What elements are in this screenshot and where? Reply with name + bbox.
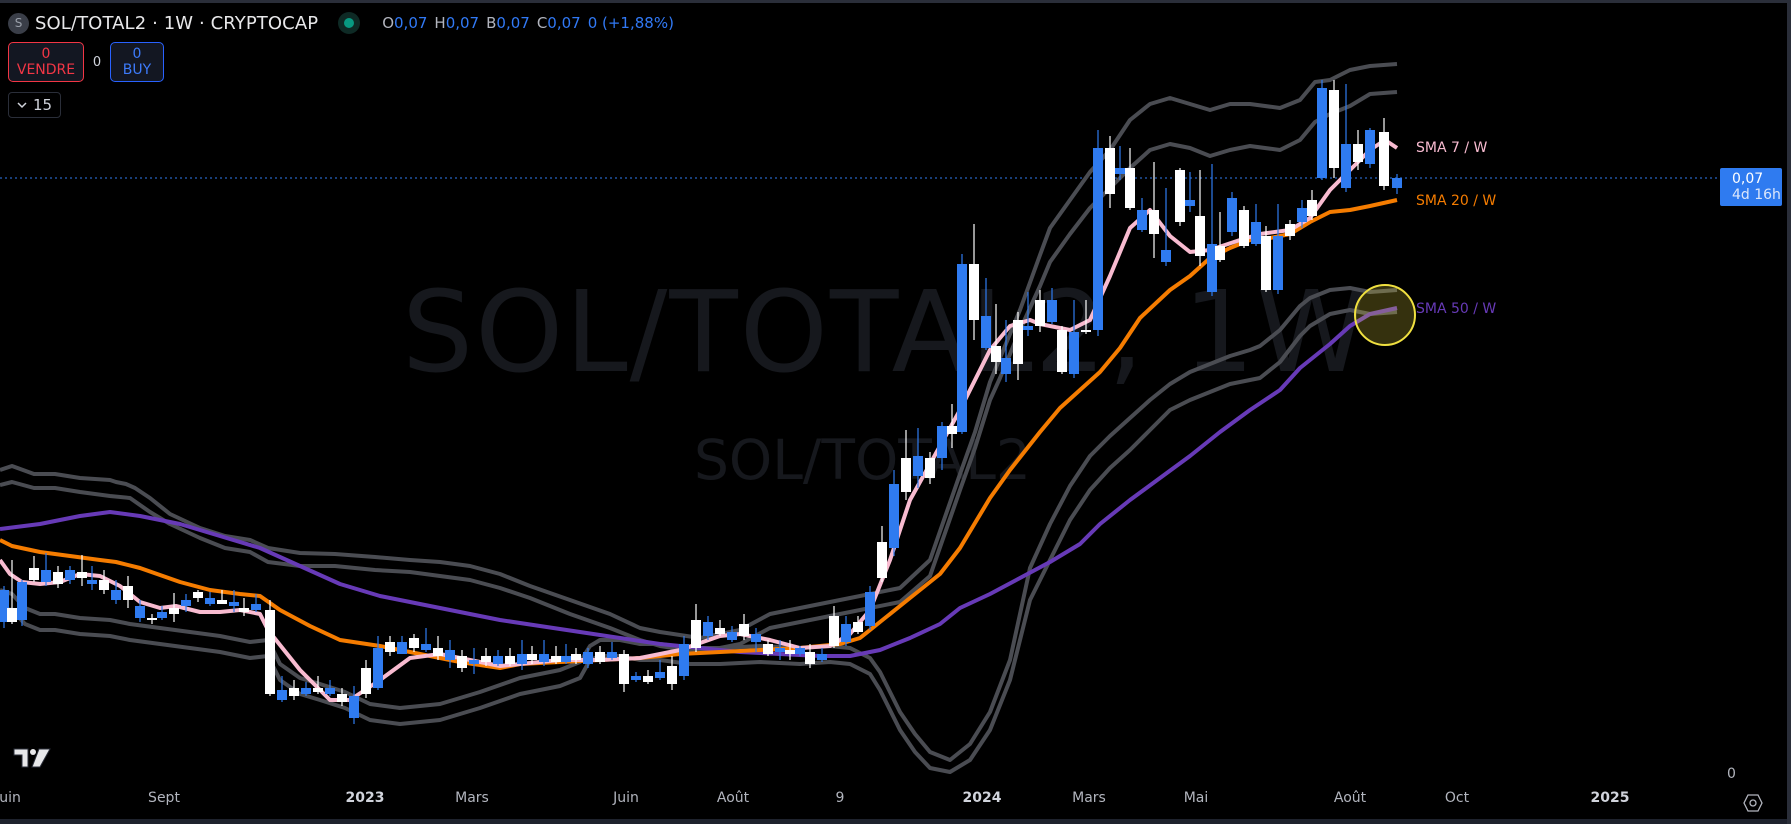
indicators-count: 15 (33, 96, 53, 114)
right-border (1787, 0, 1791, 824)
trade-panel: 0 VENDRE 0 0 BUY (8, 42, 164, 82)
xaxis-label: Mars (1072, 790, 1106, 806)
sell-label: VENDRE (16, 62, 76, 78)
bollinger-bands (0, 62, 1398, 774)
top-border (0, 0, 1791, 3)
xaxis-label: Juin (0, 790, 21, 806)
xaxis-label: Juin (613, 790, 639, 806)
sma7-line (0, 138, 1399, 702)
buy-price: 0 (132, 46, 142, 62)
last-price-tag: 0,07 4d 16h (1720, 168, 1782, 206)
buy-button[interactable]: 0 BUY (110, 42, 164, 82)
sell-button[interactable]: 0 VENDRE (8, 42, 84, 82)
xaxis-label: 2023 (345, 790, 385, 806)
close-value: 0,07 (547, 14, 581, 32)
chevron-down-icon (17, 101, 27, 108)
watermark-main: SOL/TOTAL2, 1W (402, 268, 1370, 398)
xaxis-label: 9 (835, 790, 845, 806)
ohlc-values: O0,07 H0,07 B0,07 C0,07 0 (+1,88%) (382, 14, 674, 32)
bottom-border (0, 819, 1791, 824)
bar-countdown: 4d 16h (1732, 187, 1781, 203)
xaxis-label: 2024 (962, 790, 1002, 806)
sma7-label[interactable]: SMA 7 / W (1416, 140, 1488, 156)
low-value: 0,07 (496, 14, 530, 32)
high-label: H (434, 14, 446, 32)
xaxis-label: Mars (455, 790, 489, 806)
xaxis-label: Août (1333, 790, 1367, 806)
candlesticks (0, 80, 1402, 724)
chart-legend: S SOL/TOTAL2 · 1W · CRYPTOCAP O0,07 H0,0… (8, 10, 674, 36)
low-label: B (486, 14, 497, 32)
buy-label: BUY (122, 62, 152, 78)
sma50-label[interactable]: SMA 50 / W (1416, 301, 1497, 317)
xaxis-label: 2025 (1590, 790, 1630, 806)
sell-price: 0 (41, 46, 51, 62)
xaxis-label: Mai (1183, 790, 1209, 806)
time-axis[interactable]: Juin Sept 2023 Mars Juin Août 9 2024 Mar… (0, 790, 1791, 814)
market-status-icon[interactable] (338, 12, 361, 34)
last-price-value: 0,07 (1732, 171, 1764, 187)
open-label: O (382, 14, 395, 32)
indicators-toggle-button[interactable]: 15 (8, 92, 62, 118)
xaxis-label: Août (716, 790, 750, 806)
symbol-logo-icon: S (8, 12, 29, 34)
price-chart-canvas[interactable] (0, 0, 1791, 790)
sma20-label[interactable]: SMA 20 / W (1416, 193, 1497, 209)
volume-scale-label: 0 (1727, 766, 1736, 782)
highlight-circle (1354, 284, 1416, 346)
open-value: 0,07 (394, 14, 428, 32)
xaxis-label: Oct (1444, 790, 1470, 806)
close-label: C (536, 14, 548, 32)
tradingview-logo-icon[interactable] (12, 746, 52, 770)
xaxis-label: Sept (148, 790, 180, 806)
change-value: 0 (+1,88%) (587, 14, 674, 32)
high-value: 0,07 (445, 14, 480, 32)
spread-value: 0 (92, 54, 102, 70)
chart-settings-icon[interactable] (1743, 794, 1763, 812)
symbol-title[interactable]: SOL/TOTAL2 · 1W · CRYPTOCAP (35, 12, 319, 34)
